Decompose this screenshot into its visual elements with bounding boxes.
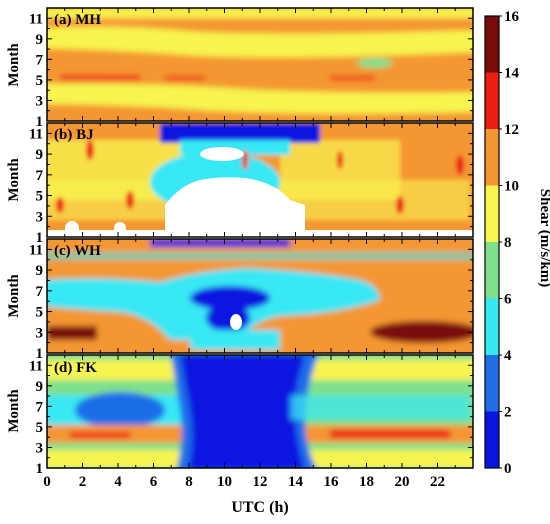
colorbar-segment bbox=[485, 185, 499, 242]
x-tick-label: 10 bbox=[217, 474, 232, 490]
colorbar-segment bbox=[485, 242, 499, 299]
x-tick-label: 22 bbox=[430, 474, 445, 490]
y-tick-label: 1 bbox=[36, 346, 44, 362]
x-tick-label: 12 bbox=[253, 474, 268, 490]
y-tick-label: 1 bbox=[36, 230, 44, 246]
colorbar-tick-label: 0 bbox=[504, 461, 512, 477]
y-tick-label: 5 bbox=[36, 420, 44, 436]
colorbar-segment bbox=[485, 16, 499, 73]
y-tick-label: 3 bbox=[36, 325, 44, 341]
panel-b-plot bbox=[47, 123, 473, 237]
y-tick-label: 11 bbox=[29, 358, 43, 374]
y-axis-label-b: Month bbox=[6, 158, 22, 202]
y-tick-label: 11 bbox=[29, 11, 43, 27]
y-tick-label: 3 bbox=[36, 209, 44, 225]
y-tick-label: 7 bbox=[36, 399, 44, 415]
y-tick-label: 9 bbox=[36, 379, 44, 395]
panel-a-plot bbox=[47, 8, 473, 121]
y-axis-label-a: Month bbox=[6, 43, 22, 87]
panel-a-label: (a) MH bbox=[54, 12, 101, 28]
y-tick-label: 5 bbox=[36, 189, 44, 205]
x-axis-label: UTC (h) bbox=[231, 499, 288, 516]
y-tick-label: 1 bbox=[36, 114, 44, 130]
colorbar-tick-label: 4 bbox=[504, 348, 512, 364]
y-tick-label: 1 bbox=[36, 461, 44, 477]
y-tick-label: 9 bbox=[36, 147, 44, 163]
y-tick-label: 11 bbox=[29, 242, 43, 258]
x-tick-label: 16 bbox=[324, 474, 340, 490]
y-tick-label: 7 bbox=[36, 284, 44, 300]
x-tick-label: 20 bbox=[395, 474, 410, 490]
colorbar-tick-label: 2 bbox=[504, 405, 512, 421]
colorbar-segment bbox=[485, 298, 499, 355]
y-tick-label: 9 bbox=[36, 32, 44, 48]
panel-d-plot bbox=[47, 355, 473, 468]
y-axis-label-d: Month bbox=[6, 389, 22, 433]
colorbar-label: Shear (m/s/km) bbox=[537, 189, 550, 287]
y-tick-label: 7 bbox=[36, 52, 44, 68]
y-tick-label: 3 bbox=[36, 93, 44, 109]
y-tick-label: 9 bbox=[36, 263, 44, 279]
x-tick-label: 14 bbox=[288, 474, 304, 490]
panel-c-label: (c) WH bbox=[54, 243, 101, 259]
colorbar-tick-label: 12 bbox=[504, 122, 519, 138]
y-tick-label: 11 bbox=[29, 126, 43, 142]
panel-b-label: (b) BJ bbox=[54, 127, 94, 143]
colorbar: 0 2 4 6 8 10 12 14 16 bbox=[484, 9, 520, 477]
colorbar-segment bbox=[485, 411, 499, 468]
colorbar-segment bbox=[485, 355, 499, 412]
y-tick-label: 3 bbox=[36, 440, 44, 456]
y-axis-label-c: Month bbox=[6, 274, 22, 318]
y-tick-label: 7 bbox=[36, 168, 44, 184]
x-tick-label: 0 bbox=[43, 474, 51, 490]
y-tick-label: 5 bbox=[36, 73, 44, 89]
x-tick-label: 2 bbox=[79, 474, 87, 490]
x-tick-label: 6 bbox=[150, 474, 158, 490]
x-tick-label: 18 bbox=[359, 474, 374, 490]
colorbar-tick-label: 6 bbox=[504, 292, 512, 308]
panel-d-label: (d) FK bbox=[54, 360, 97, 376]
colorbar-tick-label: 8 bbox=[504, 235, 512, 251]
panel-c-plot bbox=[47, 239, 473, 353]
colorbar-segment bbox=[485, 72, 499, 129]
colorbar-tick-label: 14 bbox=[504, 66, 520, 82]
y-tick-label: 5 bbox=[36, 305, 44, 321]
colorbar-tick-label: 10 bbox=[504, 179, 519, 195]
colorbar-segment bbox=[485, 129, 499, 186]
x-tick-label: 8 bbox=[185, 474, 193, 490]
colorbar-tick-label: 16 bbox=[504, 9, 520, 25]
x-tick-label: 4 bbox=[114, 474, 122, 490]
